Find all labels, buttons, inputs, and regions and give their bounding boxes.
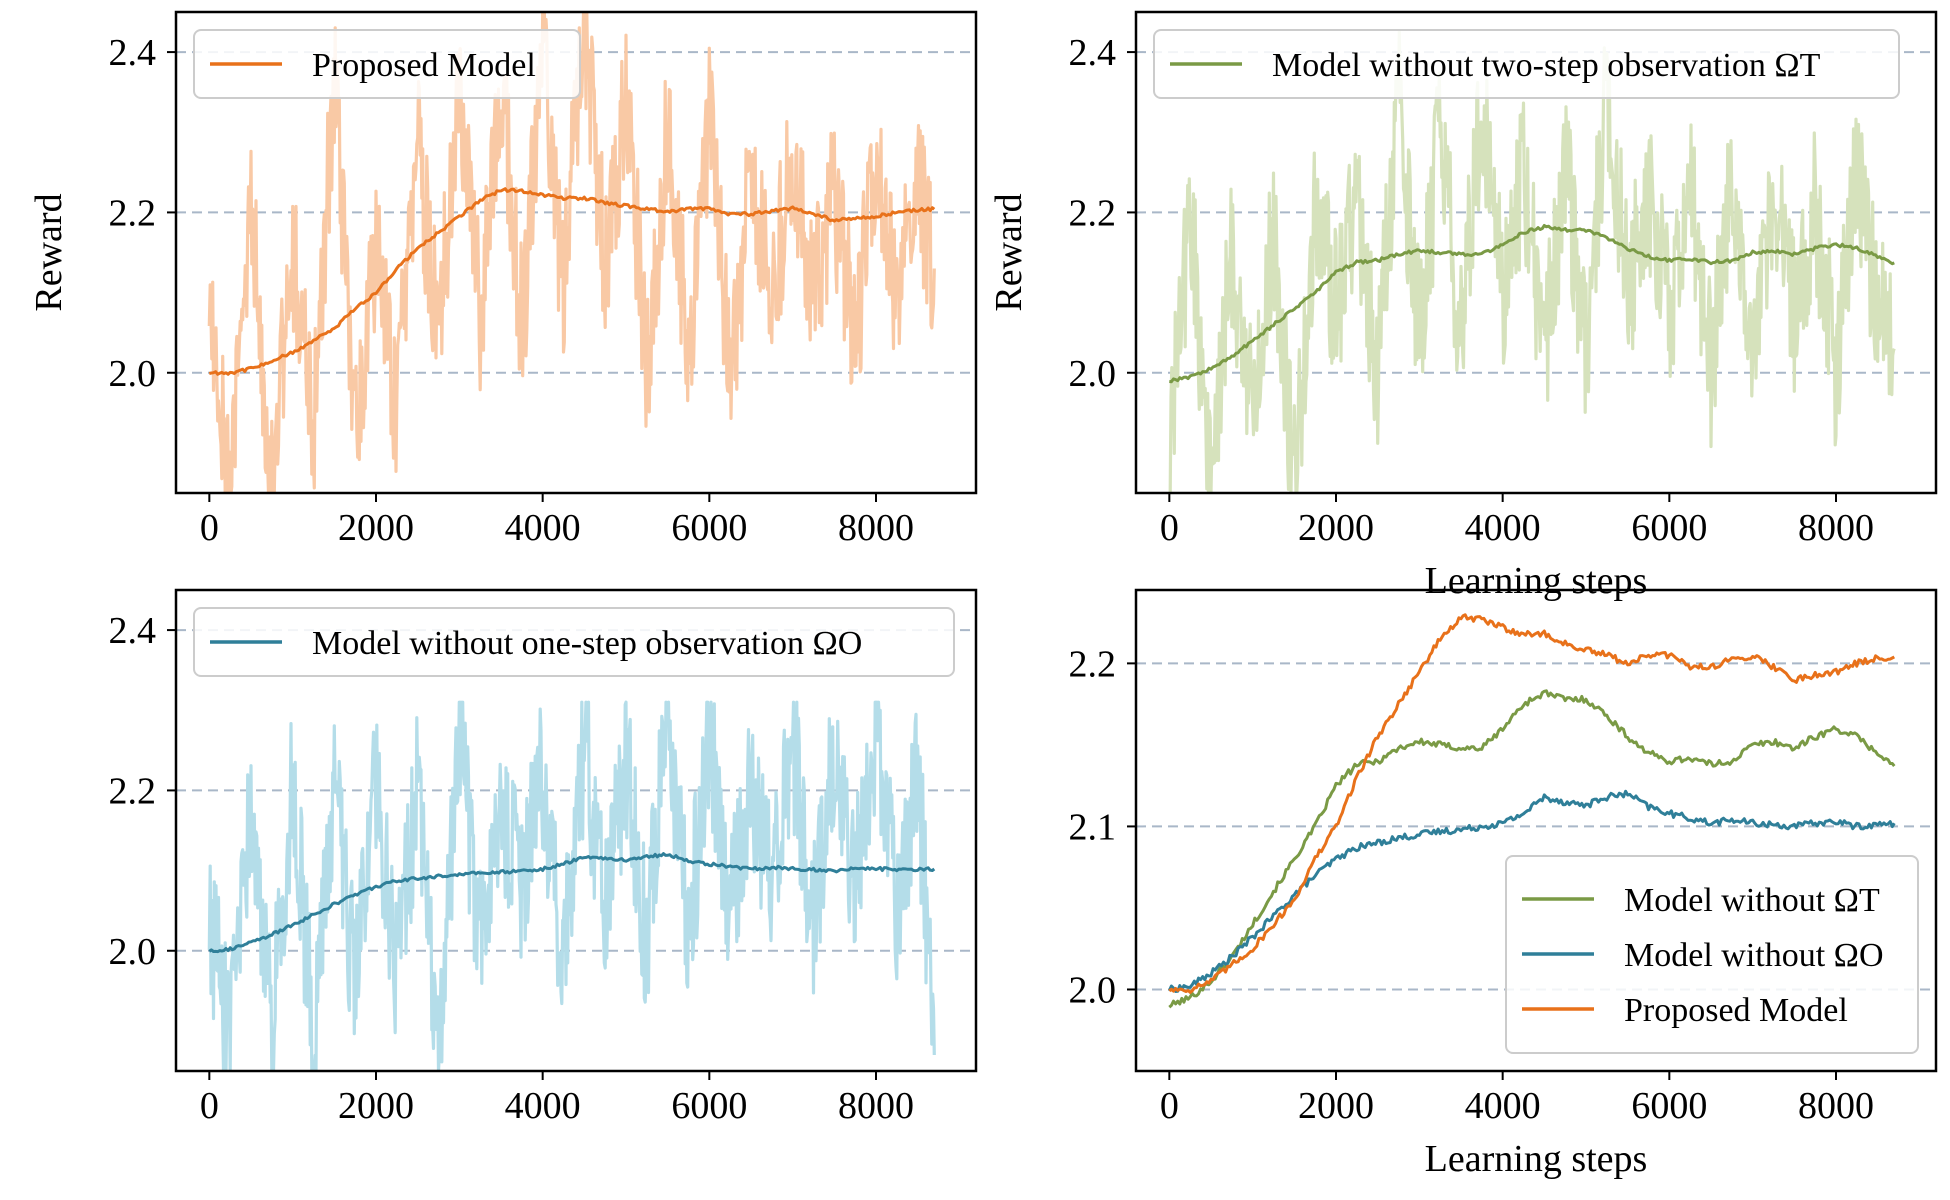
y-tick-label: 2.1: [1069, 806, 1117, 848]
legend-box: [193, 29, 581, 99]
x-tick-label: 4000: [505, 1085, 581, 1127]
legend: Model without two-step observation ΩT: [1153, 29, 1900, 99]
legend-label: Proposed Model: [1624, 992, 1848, 1029]
y-tick-label: 2.0: [1069, 353, 1117, 395]
raw-series-line-2: [1168, 30, 1896, 493]
series-line-1: [1168, 689, 1896, 1009]
x-tick-label: 6000: [1631, 507, 1707, 549]
series-line-3: [1168, 613, 1896, 994]
x-tick-label: 0: [1160, 1085, 1179, 1127]
y-axis-label: Reward: [28, 193, 70, 311]
raw-series-line-2: [207, 700, 936, 1071]
y-tick-label: 2.2: [1069, 643, 1117, 685]
y-tick-label: 2.2: [109, 192, 157, 234]
legend-box: [1505, 855, 1919, 1054]
x-tick-label: 2000: [1298, 1085, 1374, 1127]
legend-label: Proposed Model: [312, 47, 536, 84]
legend-label-symbol: ΩO: [812, 625, 862, 662]
series-line-1: [1169, 224, 1895, 384]
x-tick-label: 0: [1160, 507, 1179, 549]
panel-2: 0 2000 4000 6000 8000 2.0 2.2 2.4 Reward Learning…: [988, 10, 1938, 602]
x-tick-label: 6000: [671, 507, 747, 549]
series-line-2: [1167, 789, 1896, 993]
x-tick-label: 8000: [838, 1085, 914, 1127]
x-tick-label: 2000: [1298, 507, 1374, 549]
x-tick-label: 6000: [671, 1085, 747, 1127]
legend-box: [1153, 29, 1900, 99]
legend-box: [193, 607, 955, 677]
x-axis-label: Learning steps: [1425, 1138, 1648, 1180]
panel-3: 0 2000 4000 6000 8000 2.0 2.2 2.4 Model without …: [109, 588, 978, 1127]
legend-label-symbol: ΩT: [1774, 47, 1820, 84]
series-line-1: [208, 852, 936, 954]
axes-frame: [174, 10, 978, 495]
axes-frame: [174, 588, 978, 1073]
x-tick-label: 4000: [1465, 507, 1541, 549]
panel-4: 0 2000 4000 6000 8000 2.0 2.1 2.2 Learning steps…: [1069, 588, 1938, 1180]
legend-label-text: Model without: [1624, 937, 1834, 974]
x-tick-label: 0: [200, 1085, 219, 1127]
y-tick-label: 2.2: [1069, 192, 1117, 234]
x-tick-label: 4000: [505, 507, 581, 549]
raw-series-line-2: [207, 12, 936, 493]
x-tick-label: 8000: [1798, 507, 1874, 549]
x-tick-label: 8000: [838, 507, 914, 549]
legend-label-symbol: ΩT: [1834, 882, 1880, 919]
y-tick-label: 2.0: [109, 931, 157, 973]
y-tick-label: 2.0: [1069, 969, 1117, 1011]
legend: Proposed Model: [193, 29, 581, 99]
axes-frame: [1134, 10, 1938, 495]
x-tick-label: 8000: [1798, 1085, 1874, 1127]
legend-label: Model without ΩT: [1624, 882, 1880, 919]
plot-area: [207, 12, 936, 493]
axes-frame: [1134, 588, 1938, 1073]
x-tick-label: 6000: [1631, 1085, 1707, 1127]
y-tick-label: 2.4: [109, 32, 157, 74]
y-axis-label: Reward: [988, 193, 1030, 311]
x-axis-label: Learning steps: [1425, 560, 1648, 602]
legend-label-text: Proposed Model: [312, 47, 536, 84]
x-tick-label: 2000: [338, 507, 414, 549]
legend-label: Model without ΩO: [1624, 937, 1884, 974]
plot-area: [1168, 30, 1896, 493]
legend-label-text: Proposed Model: [1624, 992, 1848, 1029]
legend: Model without one-step observation ΩO: [193, 607, 955, 677]
x-tick-label: 0: [200, 507, 219, 549]
legend-label-text: Model without: [1624, 882, 1834, 919]
x-tick-label: 4000: [1465, 1085, 1541, 1127]
series-line-1: [208, 187, 936, 376]
panel-1: 0 2000 4000 6000 8000 2.0 2.2 2.4 Reward Proposed…: [28, 10, 978, 549]
legend-label-text: Model without two-step observation: [1272, 47, 1774, 84]
legend-label-symbol: ΩO: [1834, 937, 1884, 974]
y-tick-label: 2.4: [109, 610, 157, 652]
y-tick-label: 2.0: [109, 353, 157, 395]
legend-label: Model without two-step observation ΩT: [1272, 47, 1821, 84]
y-tick-label: 2.2: [109, 770, 157, 812]
legend-label: Model without one-step observation ΩO: [312, 625, 862, 662]
legend-label-text: Model without one-step observation: [312, 625, 812, 662]
plot-area: [207, 700, 936, 1071]
x-tick-label: 2000: [338, 1085, 414, 1127]
plot-area: [1167, 613, 1896, 1009]
y-tick-label: 2.4: [1069, 32, 1117, 74]
